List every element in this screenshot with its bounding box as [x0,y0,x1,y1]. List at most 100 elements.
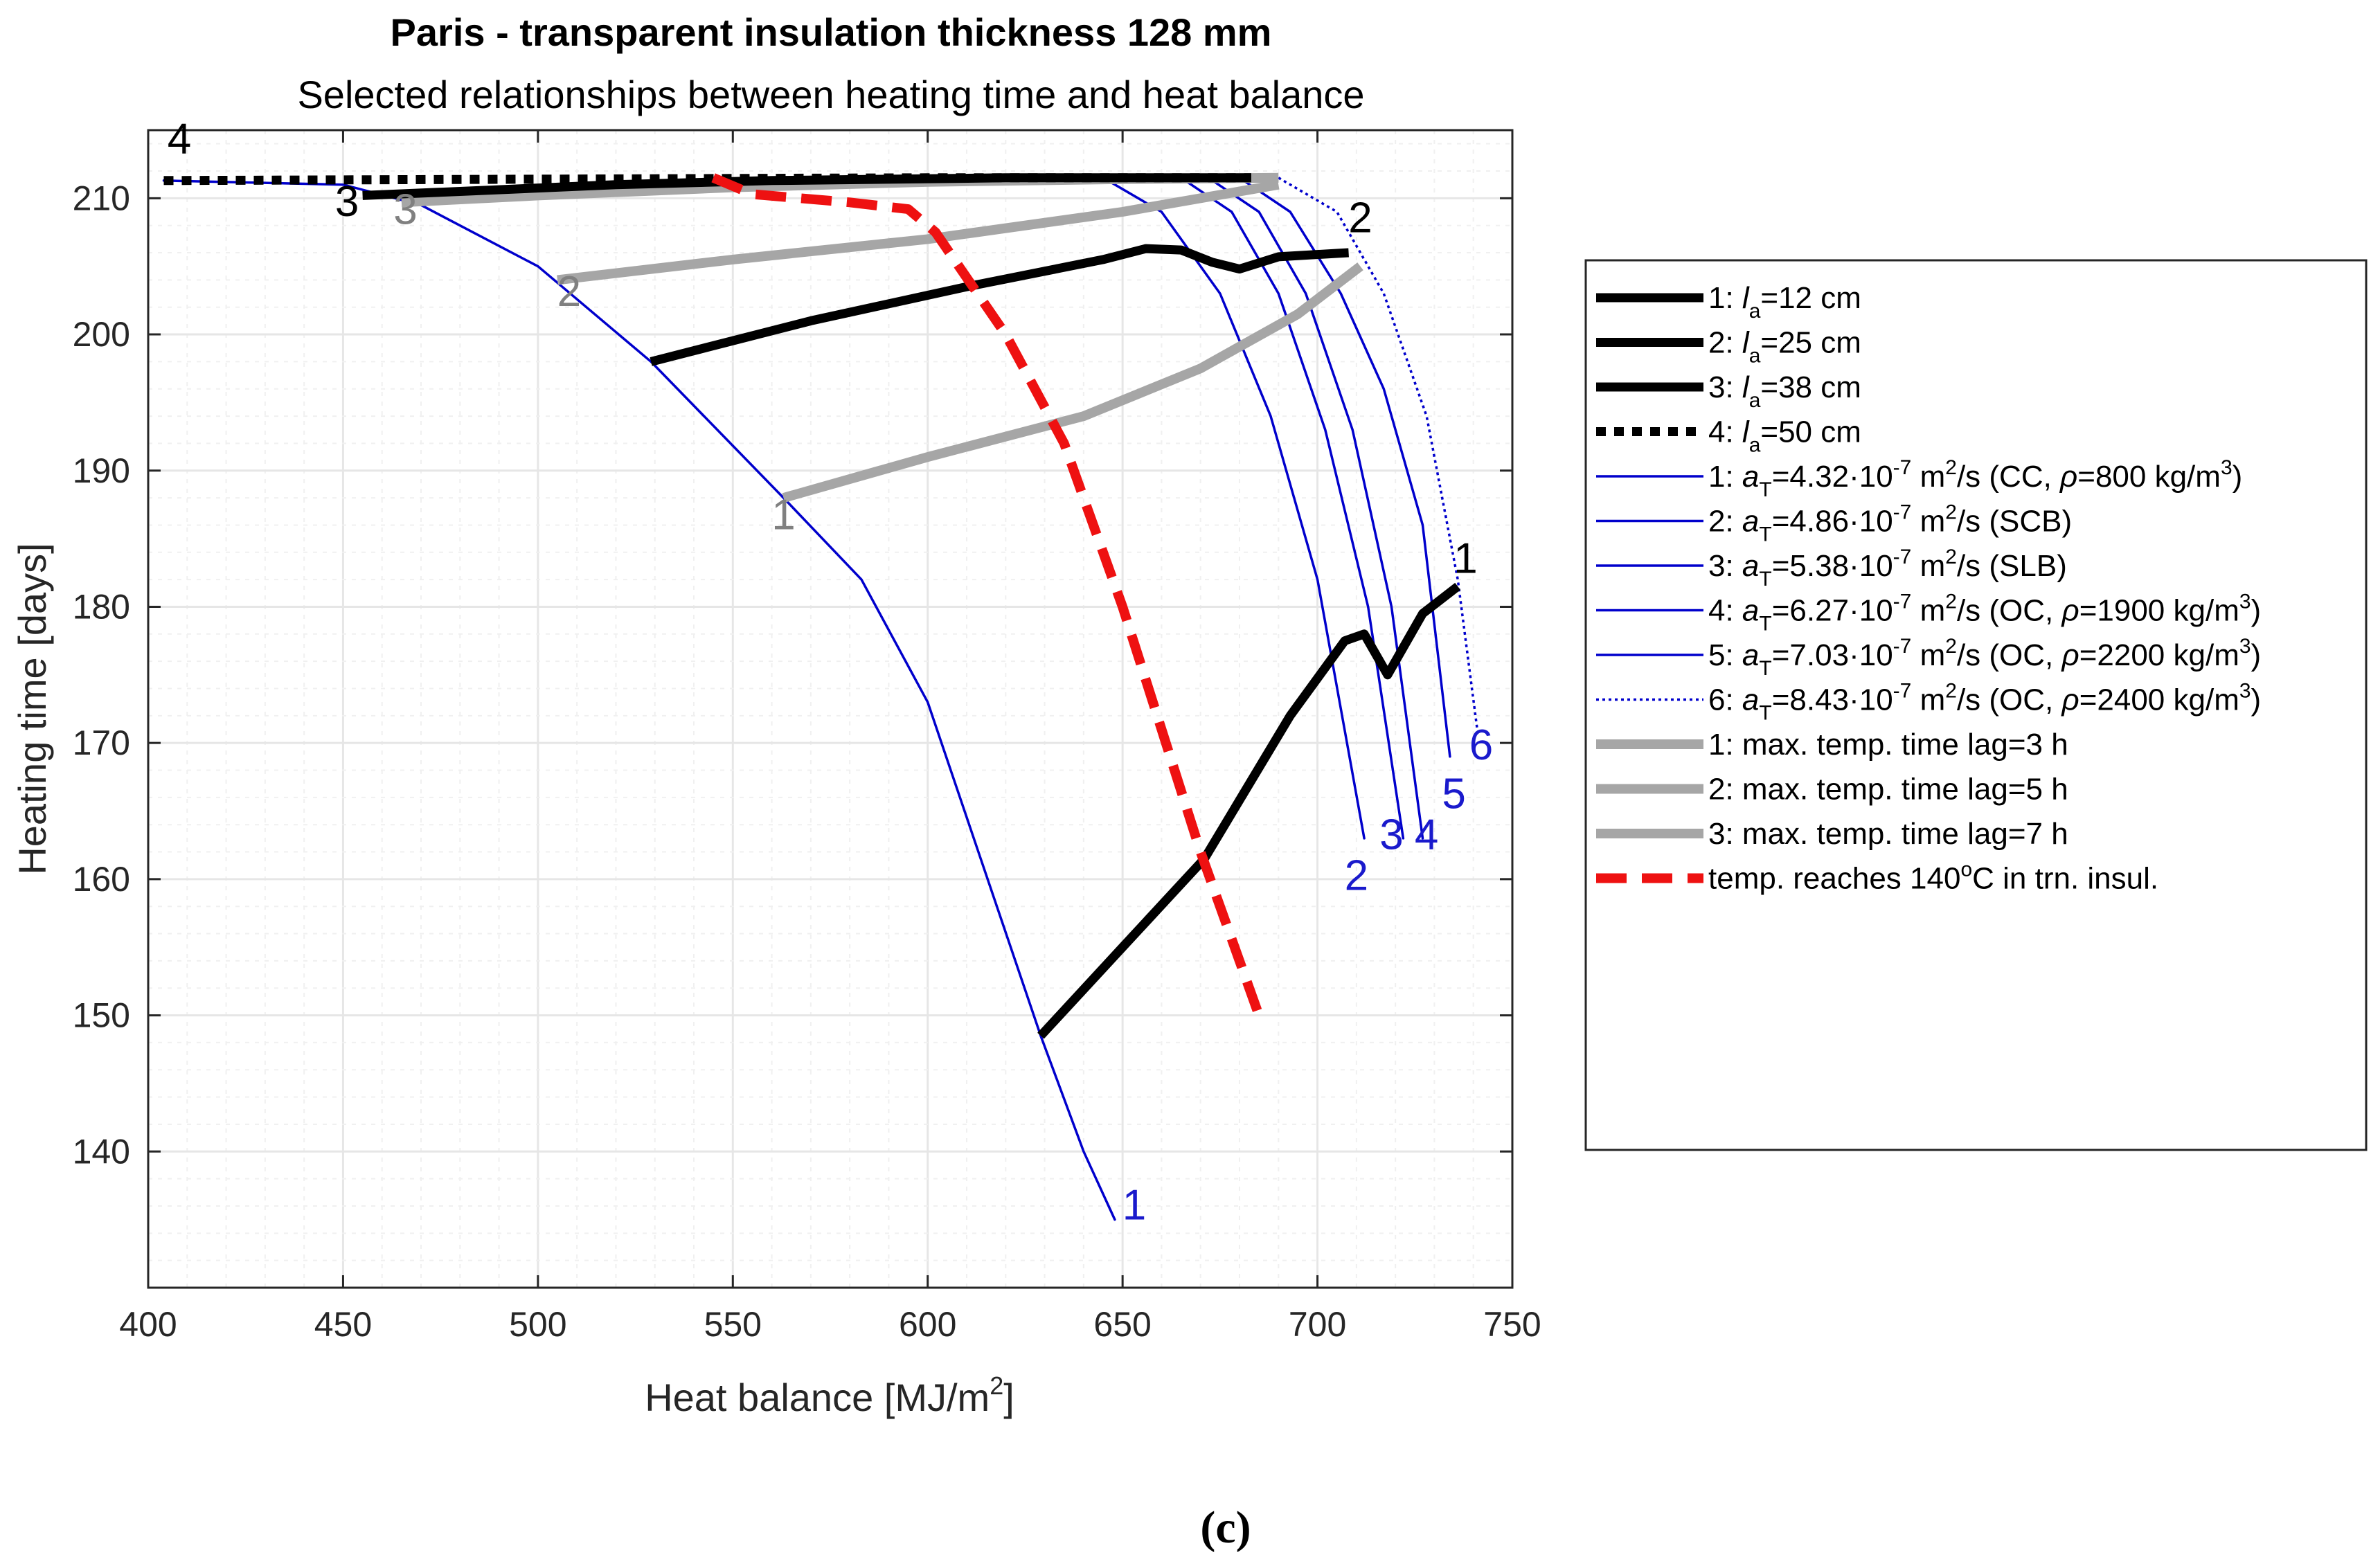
series-layer [162,172,1479,1221]
legend-entry-part: =2200 kg/m [2079,638,2239,672]
legend-entry-part: /s (OC, [1957,594,2062,628]
y-tick-label: 140 [73,1132,130,1171]
legend-entry: 3: max. temp. time lag=7 h [1708,817,2068,851]
legend-entry-part: 2: max. temp. time lag=5 h [1708,773,2068,807]
legend-entry-part: /s (CC, [1957,460,2060,494]
legend-entry-part: 4: [1708,594,1742,628]
legend-entry-part: =38 cm [1760,370,1861,404]
legend-entry-part: a [1742,594,1759,628]
legend-entry: 3: la=38 cm [1708,370,1861,412]
legend-entry-part: 2 [1945,456,1957,479]
y-tick-label: 210 [73,179,130,217]
curve-annotation: 2 [1348,195,1372,242]
legend-entry-part: =8.43·10 [1772,683,1893,717]
curve-annotation: 3 [393,186,417,234]
legend-entry: 3: aT=5.38·10-7 m2/s (SLB) [1708,546,2067,591]
legend-entry-part: m [1911,549,1945,583]
series-air_layer-1 [1037,582,1461,1039]
curve-annotation: 1 [1453,534,1477,582]
legend-entry: 6: aT=8.43·10-7 m2/s (OC, ρ=2400 kg/m3) [1708,680,2261,725]
legend-entry-part: ) [2251,594,2262,628]
legend-entry-part: -7 [1893,591,1912,613]
x-axis-label-sup: 2 [990,1371,1003,1400]
legend-entry-part: temp. reaches 140 [1708,862,1960,896]
legend-entry-part: m [1911,594,1945,628]
x-axis-label-end: ] [1003,1376,1014,1419]
legend-entry-part: T [1759,657,1771,680]
legend-entry-part: T [1759,702,1771,725]
y-tick-label: 180 [73,587,130,626]
legend-entry: 2: la=25 cm [1708,326,1861,368]
legend-entry-part: =1900 kg/m [2079,594,2239,628]
legend-entry-part: 2: [1708,326,1742,360]
curve-annotation: 1 [1122,1182,1146,1230]
legend-entry-part: a [1742,683,1759,717]
legend-entry-part: =6.27·10 [1772,594,1893,628]
legend-entry-part: =50 cm [1760,415,1861,449]
curve-annotation: 6 [1469,721,1493,769]
series-diffusivity-4 [1207,177,1424,840]
legend-entry-part: a [1749,389,1761,412]
legend-entry-part: =2400 kg/m [2079,683,2239,717]
legend-entry-part: 2 [1945,680,1957,703]
x-tick-label: 550 [704,1305,762,1344]
legend-entry-part: /s (OC, [1957,638,2062,672]
series-limit-140C [711,173,1264,1017]
legend-entry: 1: la=12 cm [1708,281,1861,323]
ticks: 400 450 500 550 600 650 700 750 140 150 160 170 180 1… [73,130,1541,1344]
y-tick-label: 200 [73,315,130,354]
legend-entry-part: a [1742,460,1759,494]
y-axis-label: Heating time [days] [10,543,54,874]
legend-entry: 1: max. temp. time lag=3 h [1708,728,2068,762]
legend-entry-part: m [1911,505,1945,539]
legend-entry-part: 6: [1708,683,1742,717]
legend-entry-part: 5: [1708,638,1742,672]
figure-caption: (c) [1200,1502,1251,1553]
legend-entry-part: T [1759,478,1771,501]
legend-entry-part: m [1911,683,1945,717]
legend-entry: 4: la=50 cm [1708,415,1861,457]
legend-entry-part: m [1911,638,1945,672]
legend-entry-part: -7 [1893,501,1912,524]
x-tick-label: 400 [119,1305,177,1344]
legend-entry-part: -7 [1893,680,1912,703]
curve-annotation: 4 [168,115,191,163]
x-tick-label: 750 [1483,1305,1541,1344]
legend-entry: 5: aT=7.03·10-7 m2/s (OC, ρ=2200 kg/m3) [1708,635,2261,680]
legend-entry-part: a [1742,505,1759,539]
x-tick-label: 450 [314,1305,372,1344]
series-time_lag-1 [782,262,1363,503]
x-tick-label: 650 [1093,1305,1151,1344]
legend-entry-part: ρ [2059,460,2077,494]
legend-entry-part: a [1749,434,1761,457]
legend-entry-part: 2 [1945,591,1957,613]
curve-annotation: 2 [1345,852,1368,900]
x-tick-label: 500 [509,1305,566,1344]
curve-annotation: 2 [557,268,581,316]
legend-entry-part: =25 cm [1760,326,1861,360]
legend-entry: temp. reaches 140oC in trn. insul. [1708,858,2158,896]
curve-annotation: 3 [335,178,359,226]
legend-entry-part: 3 [2221,456,2233,479]
legend-entry-part: =12 cm [1760,281,1861,315]
legend-entry-part: C in trn. insul. [1972,862,2158,896]
legend-entry-part: 1: [1708,460,1742,494]
y-tick-label: 190 [73,451,130,490]
curve-annotation: 3 [1379,811,1403,859]
series-air_layer-4 [163,173,1251,186]
series-diffusivity-5 [1238,177,1451,758]
legend-entry-part: 3: max. temp. time lag=7 h [1708,817,2068,851]
legend-entry-part: 2 [1945,635,1957,658]
legend-entry-part: /s (SCB) [1957,505,2072,539]
legend-entry-part: ) [2251,638,2262,672]
legend-entry-part: 4: [1708,415,1742,449]
legend-entry-part: /s (SLB) [1957,549,2067,583]
legend-entry-part: 2 [1945,501,1957,524]
chart-subtitle: Selected relationships between heating t… [297,73,1364,116]
chart-title: Paris - transparent insulation thickness… [391,10,1272,54]
curve-annotation: 5 [1442,771,1465,818]
legend-entry-part: T [1759,568,1771,591]
legend-entry-part: 1: max. temp. time lag=3 h [1708,728,2068,762]
series-diffusivity-6 [1278,177,1479,730]
